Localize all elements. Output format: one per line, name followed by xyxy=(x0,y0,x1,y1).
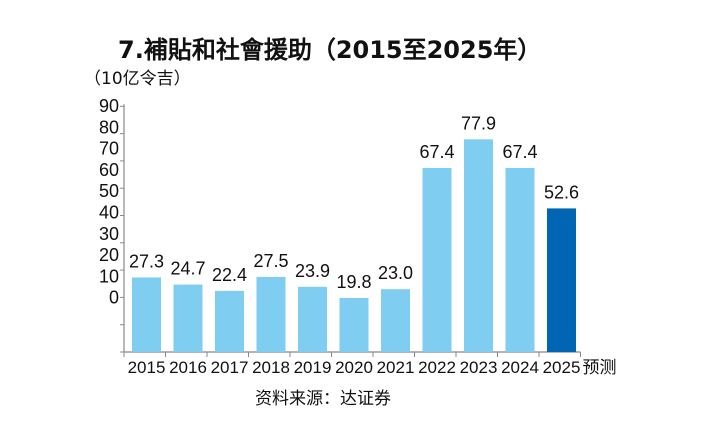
y-axis-unit: （10亿令吉） xyxy=(84,69,191,89)
data-label-2023: 77.9 xyxy=(461,113,496,133)
data-label-2017: 22.4 xyxy=(212,265,247,285)
bar-2025 xyxy=(547,208,576,352)
y-tick-label: 50 xyxy=(99,181,119,201)
y-tick-label: 90 xyxy=(99,96,119,116)
data-label-2018: 27.5 xyxy=(253,251,288,271)
data-label-2021: 23.0 xyxy=(378,263,413,283)
bar-2020 xyxy=(339,297,369,352)
y-tick-label: 30 xyxy=(99,224,119,244)
y-tick-label: 70 xyxy=(99,139,119,159)
data-label-2015: 27.3 xyxy=(129,251,164,271)
y-tick-label: 80 xyxy=(99,117,119,137)
bar-2021 xyxy=(381,289,410,352)
x-tick-label-2020: 2020 xyxy=(335,358,373,377)
source-note: 资料来源：达证券 xyxy=(255,389,391,409)
y-tick-label: 0 xyxy=(109,288,119,308)
x-tick-label-2016: 2016 xyxy=(169,358,207,377)
x-tick-label-2021: 2021 xyxy=(377,358,415,377)
y-tick-label: 10 xyxy=(99,266,119,286)
data-label-2019: 23.9 xyxy=(295,261,330,281)
chart-title: 7.補貼和社會援助（2015至2025年） xyxy=(118,36,542,64)
data-label-2016: 24.7 xyxy=(170,259,205,279)
x-tick-label-2018: 2018 xyxy=(252,358,290,377)
bar-2016 xyxy=(173,284,203,352)
y-tick-label: 20 xyxy=(99,245,119,265)
forecast-label: 预测 xyxy=(583,358,617,378)
x-tick-label-2025: 2025 xyxy=(543,358,581,377)
bar-2022 xyxy=(422,167,452,352)
bar-2023 xyxy=(464,139,493,352)
data-label-2022: 67.4 xyxy=(419,142,454,162)
data-label-2024: 67.4 xyxy=(502,142,537,162)
x-tick-label-2017: 2017 xyxy=(211,358,249,377)
x-tick-label-2019: 2019 xyxy=(294,358,332,377)
bar-2015 xyxy=(132,277,161,352)
y-tick-label: 40 xyxy=(99,203,119,223)
x-tick-label-2022: 2022 xyxy=(418,358,456,377)
y-tick-label: 60 xyxy=(99,160,119,180)
x-tick-label-2024: 2024 xyxy=(501,358,539,377)
data-label-2020: 19.8 xyxy=(336,272,371,292)
bar-2019 xyxy=(298,286,327,352)
bar-2017 xyxy=(215,290,244,352)
bar-2024 xyxy=(505,167,535,352)
x-tick-label-2015: 2015 xyxy=(128,358,166,377)
x-tick-label-2023: 2023 xyxy=(460,358,498,377)
bar-2018 xyxy=(256,276,286,352)
data-label-2025: 52.6 xyxy=(544,182,579,202)
